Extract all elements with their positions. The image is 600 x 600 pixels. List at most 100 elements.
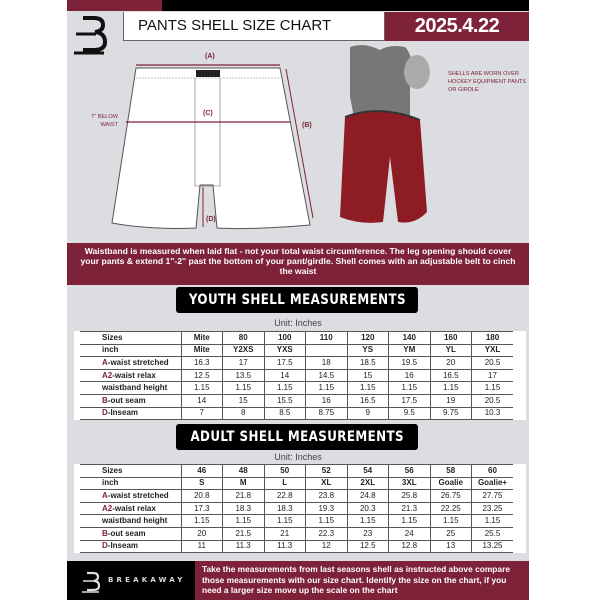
table-cell: XL: [305, 477, 347, 491]
table-cell: 1.15: [346, 381, 389, 395]
row-label: A2-waist relax: [80, 369, 181, 383]
table-cell: 50: [263, 464, 306, 478]
row-label-prefix: D: [102, 408, 108, 418]
table-cell: 8.5: [263, 407, 306, 421]
table-cell: 13.5: [222, 369, 264, 383]
table-row: A2-waist relax 12.5 13.5 14 14.5 15 16 16.5 17: [80, 369, 513, 383]
table-cell: 17.5: [263, 356, 306, 370]
table-cell: 46: [180, 464, 223, 478]
table-cell: 10.3: [471, 407, 513, 421]
table-cell: 12.8: [388, 540, 430, 554]
row-label-prefix: A2: [102, 503, 113, 513]
table-cell: 18.3: [222, 502, 264, 516]
adult-size-table: Sizes 46 48 50 52 54 56 58 60 inch S M L XL 2XL 3XL Goal…: [80, 464, 513, 554]
row-label: D-Inseam: [80, 407, 181, 421]
table-cell: 18.5: [346, 356, 389, 370]
table-cell: 13.25: [471, 540, 513, 554]
table-cell: YXS: [263, 344, 306, 358]
table-cell: 21.8: [222, 489, 264, 503]
table-cell: 11: [180, 540, 223, 554]
youth-size-table: Sizes Mite 80 100 110 120 140 160 180 inch Mite Y2X…: [80, 331, 513, 421]
row-label-text: -out seam: [107, 528, 146, 538]
row-label: waistband height: [80, 381, 181, 395]
table-cell: 27.75: [471, 489, 513, 503]
row-label: inch: [80, 344, 181, 358]
table-cell: 1.15: [388, 381, 430, 395]
row-label-text: -waist stretched: [107, 357, 169, 367]
table-cell: 1.15: [471, 514, 513, 528]
table-cell: 1.15: [222, 514, 264, 528]
youth-table-wrap: Sizes Mite 80 100 110 120 140 160 180 inch Mite Y2X…: [74, 331, 526, 421]
shorts-diagram: [111, 64, 314, 230]
table-cell: 26.75: [429, 489, 472, 503]
table-cell: 3XL: [388, 477, 430, 491]
row-label-text: -waist stretched: [107, 490, 169, 500]
table-cell: 52: [305, 464, 347, 478]
table-cell: 20.8: [180, 489, 223, 503]
product-photo: [340, 45, 430, 223]
table-cell: 25.8: [388, 489, 430, 503]
adult-title-text: ADULT SHELL MEASUREMENTS: [190, 429, 404, 445]
youth-section-title: YOUTH SHELL MEASUREMENTS: [176, 287, 418, 313]
top-accent-bar: [67, 0, 162, 11]
table-cell: YS: [346, 344, 389, 358]
date-badge: 2025.4.22: [385, 12, 529, 41]
table-cell: Mite: [180, 344, 223, 358]
table-cell: 21: [263, 527, 306, 541]
table-cell: [305, 344, 347, 358]
row-label: B-out seam: [80, 394, 181, 408]
table-row: inch S M L XL 2XL 3XL Goalie Goalie+: [80, 477, 513, 491]
row-label: A-waist stretched: [80, 356, 181, 370]
table-cell: 19.5: [388, 356, 430, 370]
table-cell: 1.15: [305, 514, 347, 528]
label-a: (A): [205, 53, 215, 60]
breakaway-logo-icon: [74, 16, 108, 55]
table-cell: 8: [222, 407, 264, 421]
label-c: (C): [203, 110, 213, 117]
table-cell: 20: [180, 527, 223, 541]
table-cell: 16.5: [429, 369, 472, 383]
table-cell: 20: [429, 356, 472, 370]
table-row: waistband height 1.15 1.15 1.15 1.15 1.15 1.15…: [80, 514, 513, 528]
table-cell: 15: [346, 369, 389, 383]
table-cell: Mite: [180, 331, 223, 345]
table-cell: 14: [180, 394, 223, 408]
table-cell: 9: [346, 407, 389, 421]
row-label: Sizes: [80, 331, 181, 345]
table-cell: 17: [471, 369, 513, 383]
row-label-text: inch: [102, 478, 119, 488]
footer-logo-icon: [82, 571, 101, 593]
youth-title-text: YOUTH SHELL MEASUREMENTS: [188, 292, 406, 308]
table-cell: 17.5: [388, 394, 430, 408]
table-cell: 15.5: [263, 394, 306, 408]
table-cell: 23: [346, 527, 389, 541]
adult-table-wrap: Sizes 46 48 50 52 54 56 58 60 inch S M L XL 2XL 3XL Goal…: [74, 464, 526, 554]
table-cell: 23.25: [471, 502, 513, 516]
table-row: inch Mite Y2XS YXS YS YM YL YXL: [80, 344, 513, 358]
row-label-text: -Inseam: [107, 408, 139, 418]
table-cell: 25.5: [471, 527, 513, 541]
table-cell: 24: [388, 527, 430, 541]
row-label-text: -out seam: [107, 395, 146, 405]
table-cell: 23.8: [305, 489, 347, 503]
measurement-banner: Waistband is measured when laid flat - n…: [67, 243, 529, 285]
table-cell: 60: [471, 464, 513, 478]
table-row: B-out seam 20 21.5 21 22.3 23 24 25 25.5: [80, 527, 513, 541]
table-cell: 7: [180, 407, 223, 421]
row-label-text: inch: [102, 345, 119, 355]
table-cell: M: [222, 477, 264, 491]
table-cell: 160: [429, 331, 472, 345]
row-label-prefix: A: [102, 490, 108, 500]
row-label: Sizes: [80, 464, 181, 478]
table-cell: 16.5: [346, 394, 389, 408]
top-black-bar: [162, 0, 529, 11]
table-cell: 11.3: [222, 540, 264, 554]
table-cell: 2XL: [346, 477, 389, 491]
table-cell: 1.15: [346, 514, 389, 528]
table-cell: 24.8: [346, 489, 389, 503]
table-cell: 80: [222, 331, 264, 345]
table-cell: S: [180, 477, 223, 491]
shell-note: SHELLS ARE WORN OVER HOCKEY EQUIPMENT PA…: [448, 71, 527, 93]
table-row: A2-waist relax 17.3 18.3 18.3 19.3 20.3 21.3 22…: [80, 502, 513, 516]
label-d: (D): [206, 216, 216, 223]
